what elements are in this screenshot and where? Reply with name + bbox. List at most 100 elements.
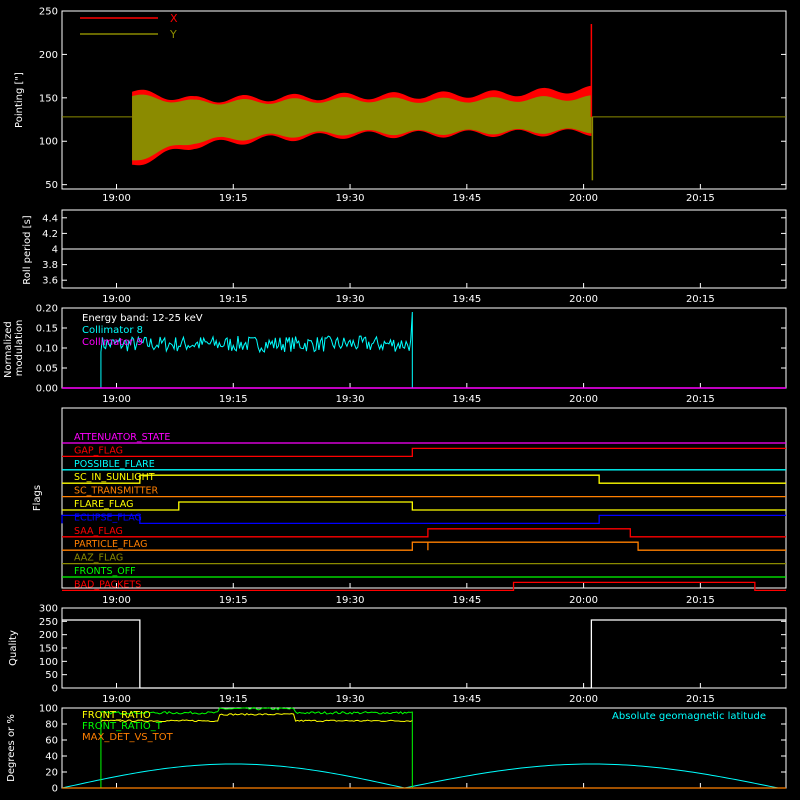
pointing-data — [62, 24, 786, 189]
x-tick-label: 20:00 — [569, 294, 598, 305]
collimator9-legend: Collimator 9 — [82, 337, 143, 348]
y-tick-label: 4.2 — [42, 229, 58, 240]
quality-ylabel: Quality — [8, 630, 19, 666]
y-tick-label: 20 — [45, 768, 58, 779]
pointing-legend: X Y — [80, 12, 178, 41]
collimator8-series — [100, 311, 413, 388]
flag-label: SC_IN_SUNLIGHT — [74, 472, 155, 483]
y-tick-label: 60 — [45, 736, 58, 747]
y-tick-label: 100 — [39, 657, 58, 668]
x-tick-label: 19:15 — [219, 294, 248, 305]
x-tick-label: 19:30 — [336, 595, 365, 606]
y-tick-label: 80 — [45, 720, 58, 731]
y-tick-label: 0.20 — [36, 304, 58, 315]
flags-ylabel: Flags — [32, 485, 43, 511]
pointing-x-ticks: 19:00 19:15 19:30 19:45 20:00 20:15 — [102, 193, 715, 204]
y-tick-label: 300 — [39, 604, 58, 615]
flag-trace — [62, 501, 786, 511]
x-tick-label: 19:30 — [336, 193, 365, 204]
y-tick-label: 100 — [39, 704, 58, 715]
y-tick-label: 4.4 — [42, 213, 58, 224]
y-tick-label: 50 — [45, 180, 58, 191]
front-ratio-legend: FRONT_RATIO — [82, 710, 151, 721]
quality-y-ticks: 0 50 100 150 200 250 300 — [39, 604, 786, 695]
x-tick-label: 19:45 — [452, 694, 481, 705]
flags-x-ticks: 19:00 19:15 19:30 19:45 20:00 20:15 — [102, 595, 715, 606]
modulation-y-ticks: 0.00 0.05 0.10 0.15 0.20 — [36, 304, 786, 395]
x-tick-label: 20:00 — [569, 193, 598, 204]
y-tick-label: 100 — [39, 137, 58, 148]
y-tick-label: 250 — [39, 7, 58, 18]
x-tick-label: 19:00 — [102, 595, 131, 606]
x-tick-label: 20:15 — [686, 294, 715, 305]
y-tick-label: 3.6 — [42, 276, 58, 287]
x-tick-label: 19:45 — [452, 394, 481, 405]
legend-y-label: Y — [169, 28, 177, 41]
flag-label: POSSIBLE_FLARE — [74, 459, 155, 470]
x-tick-label: 20:15 — [686, 595, 715, 606]
x-tick-label: 19:15 — [219, 595, 248, 606]
flag-trace — [62, 474, 786, 484]
geomag-annotation: Absolute geomagnetic latitude — [612, 711, 766, 722]
flag-trace — [62, 447, 786, 458]
front-ratio-t-series — [100, 707, 413, 788]
modulation-ylabel: Normalized modulation — [3, 318, 25, 378]
x-tick-label: 19:00 — [102, 694, 131, 705]
flag-trace — [62, 541, 786, 551]
flags-panel: 19:00 19:15 19:30 19:45 20:00 20:15 ATTENUATO… — [32, 407, 787, 606]
front-ratio-t-legend: FRONT_RATIO_T — [82, 721, 163, 732]
ratios-y-ticks: 0 20 40 60 80 100 — [39, 704, 786, 795]
x-tick-label: 19:45 — [452, 294, 481, 305]
quality-x-ticks: 19:00 19:15 19:30 19:45 20:00 20:15 — [102, 694, 715, 705]
modulation-ylabel-line2: modulation — [14, 320, 25, 377]
x-tick-label: 20:00 — [569, 595, 598, 606]
y-tick-label: 150 — [39, 644, 58, 655]
ratios-ylabel: Degrees or % — [6, 714, 17, 782]
roll-ylabel: Roll period [s] — [22, 215, 33, 284]
x-tick-label: 19:00 — [102, 193, 131, 204]
max-det-legend: MAX_DET_VS_TOT — [82, 732, 174, 743]
flags-data: ATTENUATOR_STATE GAP_FLAG POSSIBLE_FLARE SC… — [61, 432, 786, 592]
x-tick-label: 19:30 — [336, 694, 365, 705]
quality-trace — [62, 619, 786, 689]
flag-label: FRONTS_OFF — [74, 566, 136, 577]
y-tick-label: 4 — [52, 245, 58, 256]
roll-period-panel: 3.6 3.8 4 4.2 4.4 19:00 19:15 19:30 19:45 20:00 2… — [22, 209, 787, 305]
quality-panel: 0 50 100 150 200 250 300 19:00 19:15 19:30 19:45 2… — [8, 604, 787, 705]
x-tick-label: 20:00 — [569, 394, 598, 405]
pointing-ylabel: Pointing ["] — [14, 72, 25, 128]
flag-label: SC_TRANSMITTER — [74, 486, 159, 497]
y-tick-label: 3.8 — [42, 260, 58, 271]
modulation-panel: 0.00 0.05 0.10 0.15 0.20 19:00 19:15 19:30 19:4… — [3, 304, 787, 405]
flag-label: BAD_PACKETS — [74, 579, 141, 590]
flag-trace — [62, 528, 786, 538]
collimator8-legend: Collimator 8 — [82, 325, 143, 336]
x-tick-label: 19:45 — [452, 595, 481, 606]
ratios-data — [61, 707, 786, 789]
y-tick-label: 0.00 — [36, 384, 58, 395]
x-tick-label: 20:15 — [686, 193, 715, 204]
x-tick-label: 19:00 — [102, 294, 131, 305]
ratios-panel: 0 20 40 60 80 100 Degrees or % FRONT_RATIO FR… — [6, 704, 787, 795]
y-tick-label: 200 — [39, 50, 58, 61]
x-tick-label: 20:15 — [686, 694, 715, 705]
flags-frame — [61, 407, 787, 589]
modulation-data — [62, 311, 786, 389]
quality-data — [62, 619, 786, 689]
y-tick-label: 0.05 — [36, 364, 58, 375]
flag-label: ATTENUATOR_STATE — [74, 432, 170, 443]
x-tick-label: 19:15 — [219, 193, 248, 204]
y-tick-label: 150 — [39, 93, 58, 104]
x-tick-label: 20:15 — [686, 394, 715, 405]
flag-label: SAA_FLAG — [74, 526, 123, 537]
x-tick-label: 19:30 — [336, 294, 365, 305]
flag-label: PARTICLE_FLAG — [74, 539, 147, 550]
roll-x-ticks: 19:00 19:15 19:30 19:45 20:00 20:15 — [102, 294, 715, 305]
y-tick-label: 0.10 — [36, 344, 58, 355]
x-tick-label: 19:30 — [336, 394, 365, 405]
modulation-x-ticks: 19:00 19:15 19:30 19:45 20:00 20:15 — [102, 394, 715, 405]
legend-x-label: X — [170, 12, 178, 25]
y-tick-label: 250 — [39, 617, 58, 628]
y-tick-label: 0 — [52, 684, 58, 695]
